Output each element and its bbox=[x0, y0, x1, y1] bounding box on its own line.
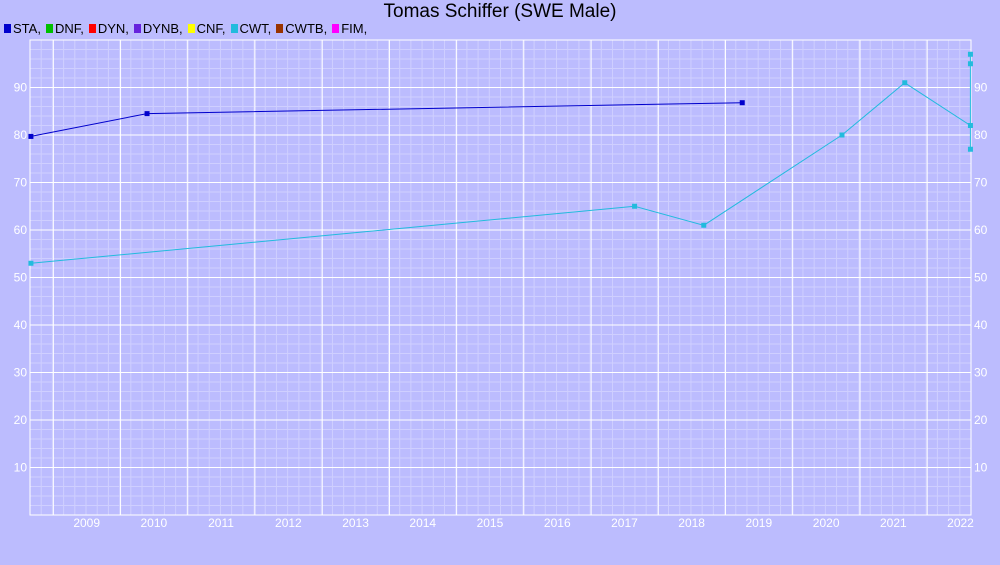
legend-swatch bbox=[230, 23, 238, 33]
data-point-cwt bbox=[701, 222, 707, 228]
data-point-sta bbox=[28, 133, 34, 139]
x-tick-label: 2010 bbox=[141, 516, 168, 530]
y-tick-label-right: 90 bbox=[974, 81, 988, 95]
chart-title: Tomas Schiffer (SWE Male) bbox=[383, 1, 617, 22]
legend: STA, DNF, DYN, DYNB, CNF, CWT, CWTB, FIM, bbox=[4, 20, 372, 36]
x-tick-label: 2017 bbox=[611, 516, 638, 530]
series-line-sta bbox=[30, 102, 743, 137]
x-tick-label: 2018 bbox=[678, 516, 705, 530]
legend-item-sta: STA, bbox=[4, 20, 41, 36]
legend-item-fim: FIM, bbox=[332, 20, 367, 36]
y-tick-label-right: 40 bbox=[974, 318, 988, 332]
y-tick-label-left: 90 bbox=[14, 81, 28, 95]
legend-swatch bbox=[88, 23, 96, 33]
data-point-sta bbox=[144, 111, 150, 117]
legend-label: STA, bbox=[13, 20, 41, 36]
y-tick-label-right: 10 bbox=[974, 461, 988, 475]
data-point-cwt bbox=[967, 123, 973, 128]
y-tick-label-left: 10 bbox=[14, 461, 28, 475]
legend-label: FIM, bbox=[341, 20, 368, 36]
y-tick-label-left: 50 bbox=[14, 271, 28, 285]
legend-label: DNF, bbox=[54, 20, 84, 36]
x-tick-label: 2014 bbox=[409, 516, 436, 530]
data-point-cwt bbox=[967, 51, 973, 57]
legend-label: DYNB, bbox=[142, 20, 183, 36]
legend-swatch bbox=[45, 23, 53, 33]
legend-swatch bbox=[133, 23, 141, 33]
legend-swatch bbox=[187, 23, 195, 33]
x-tick-label: 2013 bbox=[342, 516, 369, 530]
legend-item-cnf: CNF, bbox=[187, 20, 226, 36]
x-tick-label: 2009 bbox=[73, 516, 100, 530]
data-point-cwt bbox=[839, 132, 845, 138]
legend-item-cwtb: CWTB, bbox=[276, 20, 327, 36]
plot-border bbox=[29, 39, 972, 516]
data-point-cwt bbox=[967, 61, 973, 67]
legend-label: CWT, bbox=[239, 20, 272, 36]
legend-label: CNF, bbox=[196, 20, 226, 36]
legend-item-cwt: CWT, bbox=[230, 20, 272, 36]
y-tick-label-right: 20 bbox=[974, 413, 988, 427]
y-tick-label-left: 40 bbox=[14, 318, 28, 332]
y-tick-label-right: 60 bbox=[974, 223, 988, 237]
legend-item-dyn: DYN, bbox=[88, 20, 129, 36]
x-tick-label: 2022 bbox=[947, 516, 974, 530]
legend-item-dynb: DYNB, bbox=[133, 20, 183, 36]
legend-swatch bbox=[4, 23, 11, 33]
legend-label: CWTB, bbox=[285, 20, 328, 36]
y-tick-label-right: 50 bbox=[974, 271, 988, 285]
data-point-sta bbox=[739, 100, 745, 106]
data-point-cwt bbox=[28, 260, 34, 266]
y-tick-label-right: 80 bbox=[974, 128, 988, 142]
legend-swatch bbox=[332, 23, 340, 33]
y-tick-label-right: 30 bbox=[974, 366, 988, 380]
data-point-cwt bbox=[902, 80, 908, 86]
x-tick-label: 2016 bbox=[544, 516, 571, 530]
x-tick-label: 2015 bbox=[477, 516, 504, 530]
x-tick-label: 2020 bbox=[813, 516, 840, 530]
legend-swatch bbox=[276, 23, 284, 33]
y-tick-label-left: 20 bbox=[14, 413, 28, 427]
y-tick-label-right: 70 bbox=[974, 176, 988, 190]
y-tick-label-left: 70 bbox=[14, 176, 28, 190]
legend-item-dnf: DNF, bbox=[45, 20, 84, 36]
x-tick-label: 2019 bbox=[745, 516, 772, 530]
y-tick-label-left: 30 bbox=[14, 366, 28, 380]
x-tick-label: 2011 bbox=[208, 516, 234, 530]
data-point-cwt bbox=[632, 203, 638, 209]
x-tick-label: 2012 bbox=[275, 516, 302, 530]
y-tick-label-left: 80 bbox=[14, 128, 28, 142]
legend-label: DYN, bbox=[97, 20, 129, 36]
y-tick-label-left: 60 bbox=[14, 223, 28, 237]
data-point-cwt bbox=[967, 146, 973, 152]
x-tick-label: 2021 bbox=[880, 516, 907, 530]
